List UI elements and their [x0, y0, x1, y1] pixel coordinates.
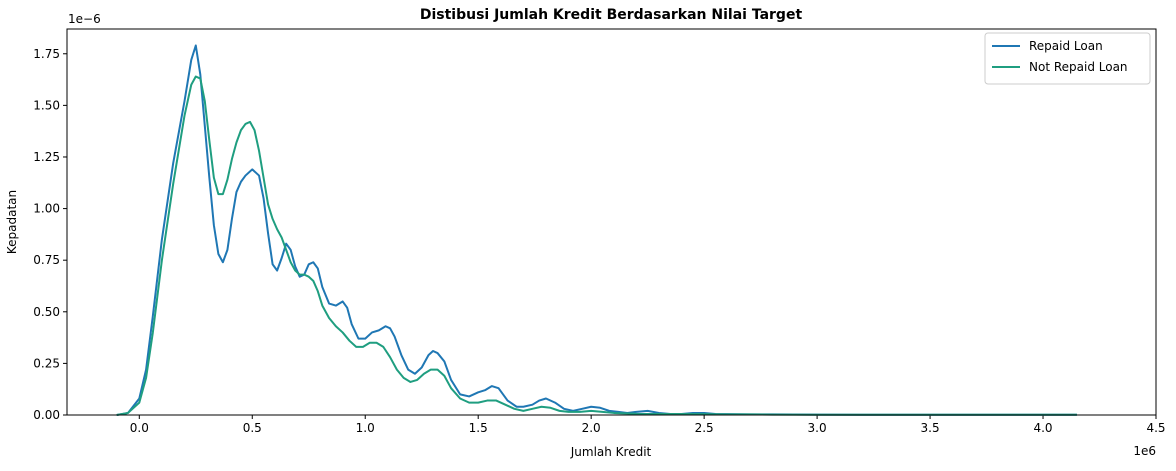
y-tick-label: 1.00 — [33, 202, 60, 216]
series-line-1 — [116, 75, 1077, 416]
x-tick-label: 2.5 — [695, 421, 714, 435]
y-tick-label: 1.50 — [33, 98, 60, 112]
legend-label-0: Repaid Loan — [1029, 39, 1103, 53]
legend-box — [984, 32, 1151, 85]
plot-frame — [66, 28, 1157, 416]
y-tick-label: 0.00 — [33, 408, 60, 422]
x-tick-label: 1.5 — [469, 421, 488, 435]
y-axis-ticks: 0.00 0.25 0.50 0.75 1.00 1.25 1.50 1.75 — [33, 47, 67, 422]
x-tick-label: 0.5 — [243, 421, 262, 435]
y-tick-label: 1.75 — [33, 47, 60, 61]
y-axis-label: Kepadatan — [5, 190, 19, 254]
x-axis-label: Jumlah Kredit — [570, 445, 652, 459]
x-axis-ticks: 0.0 0.5 1.0 1.5 2.0 2.5 3.0 3.5 4.0 4.5 — [130, 415, 1166, 435]
x-tick-label: 4.5 — [1146, 421, 1165, 435]
x-tick-label: 4.0 — [1033, 421, 1052, 435]
series-lines — [116, 44, 1077, 416]
legend: Repaid Loan Not Repaid Loan — [984, 32, 1151, 85]
chart-title: Distibusi Jumlah Kredit Berdasarkan Nila… — [420, 7, 803, 23]
y-tick-label: 1.25 — [33, 150, 60, 164]
x-tick-label: 3.5 — [921, 421, 940, 435]
y-offset-label: 1e−6 — [68, 12, 101, 26]
x-tick-label: 0.0 — [130, 421, 149, 435]
x-offset-label: 1e6 — [1133, 444, 1156, 458]
x-tick-label: 3.0 — [808, 421, 827, 435]
y-tick-label: 0.50 — [33, 305, 60, 319]
x-tick-label: 1.0 — [356, 421, 375, 435]
y-tick-label: 0.75 — [33, 253, 60, 267]
series-line-0 — [116, 44, 1077, 416]
legend-label-1: Not Repaid Loan — [1029, 60, 1128, 74]
y-tick-label: 0.25 — [33, 356, 60, 370]
x-tick-label: 2.0 — [582, 421, 601, 435]
